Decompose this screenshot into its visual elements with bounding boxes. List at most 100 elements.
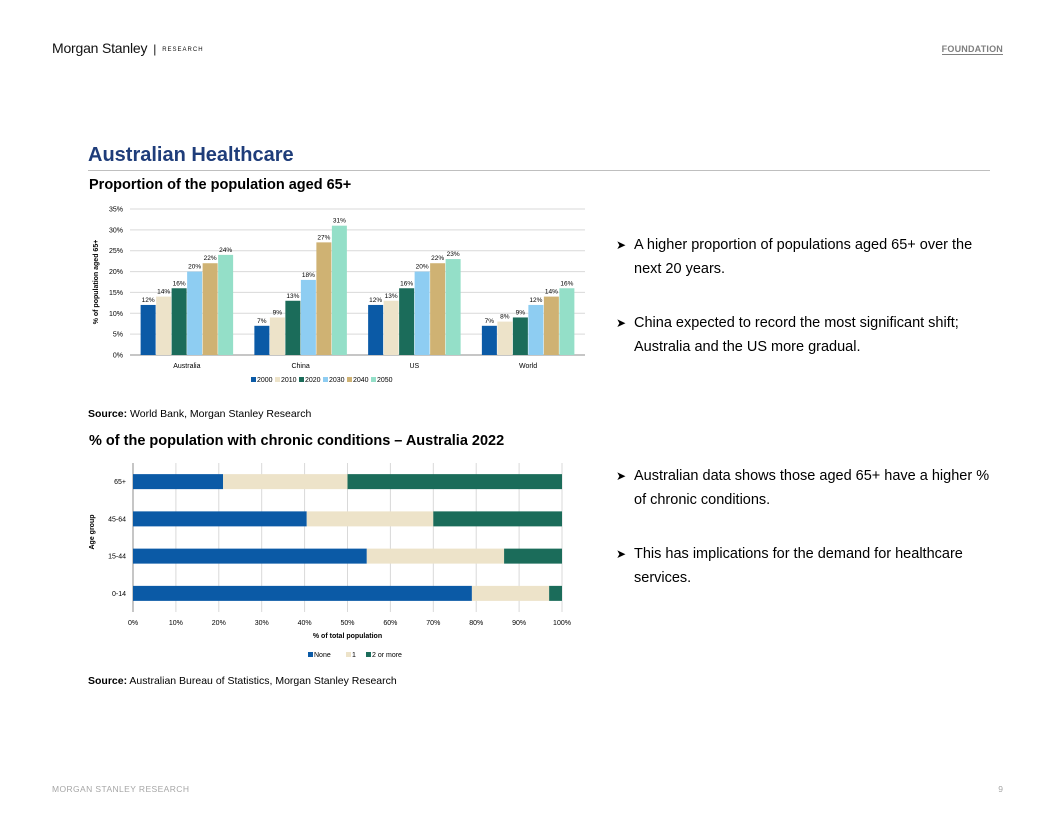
data-label: 16% bbox=[400, 280, 413, 287]
bullet-text: Australian data shows those aged 65+ hav… bbox=[634, 468, 990, 508]
data-label: 24% bbox=[219, 247, 232, 254]
legend-label: 1 bbox=[352, 652, 356, 659]
data-label: 16% bbox=[560, 280, 573, 287]
data-label: 12% bbox=[369, 297, 382, 304]
bullet-text: A higher proportion of populations aged … bbox=[634, 237, 973, 277]
y-tick-label: 45-64 bbox=[108, 516, 126, 523]
data-label: 13% bbox=[286, 293, 299, 300]
bar-segment bbox=[366, 548, 505, 564]
bar bbox=[300, 279, 316, 355]
legend-swatch bbox=[323, 377, 328, 382]
legend-swatch bbox=[308, 652, 313, 657]
data-label: 14% bbox=[157, 289, 170, 296]
bar bbox=[171, 288, 187, 355]
bar bbox=[254, 325, 270, 355]
bullet-item: ➤ This has implications for the demand f… bbox=[616, 542, 996, 590]
data-label: 20% bbox=[188, 264, 201, 271]
y-tick-label: 35% bbox=[109, 207, 123, 214]
bar-segment bbox=[347, 474, 562, 490]
x-tick-label: 60% bbox=[383, 620, 397, 627]
chart2-source-label: Source: bbox=[88, 675, 128, 687]
x-tick-label: Australia bbox=[173, 363, 200, 370]
bar bbox=[445, 259, 461, 355]
data-label: 9% bbox=[516, 309, 526, 316]
x-tick-label: US bbox=[410, 363, 420, 370]
data-label: 7% bbox=[485, 318, 495, 325]
bar bbox=[481, 325, 497, 355]
legend-swatch bbox=[347, 377, 352, 382]
bar bbox=[202, 263, 218, 355]
chart2-source-text: Australian Bureau of Statistics, Morgan … bbox=[127, 675, 397, 687]
bar bbox=[399, 288, 415, 355]
legend-label: 2040 bbox=[353, 377, 369, 384]
chart2-source: Source: Australian Bureau of Statistics,… bbox=[88, 675, 397, 687]
legend-label: 2030 bbox=[329, 377, 345, 384]
x-tick-label: China bbox=[291, 363, 309, 370]
x-tick-label: 10% bbox=[169, 620, 183, 627]
bar bbox=[316, 242, 332, 355]
legend-label: 2050 bbox=[377, 377, 393, 384]
bar-segment bbox=[223, 474, 348, 490]
legend-label: 2 or more bbox=[372, 652, 402, 659]
legend-swatch bbox=[346, 652, 351, 657]
chart2-title: % of the population with chronic conditi… bbox=[89, 433, 505, 449]
legend-swatch bbox=[371, 377, 376, 382]
bar bbox=[140, 304, 156, 355]
y-tick-label: 15-44 bbox=[108, 554, 126, 561]
legend-swatch bbox=[299, 377, 304, 382]
data-label: 8% bbox=[500, 314, 510, 321]
bar bbox=[331, 225, 347, 355]
x-tick-label: 80% bbox=[469, 620, 483, 627]
x-tick-label: World bbox=[519, 363, 537, 370]
y-tick-label: 5% bbox=[113, 332, 123, 339]
bar bbox=[528, 304, 544, 355]
brand-separator: | bbox=[153, 42, 157, 56]
bar-segment bbox=[433, 511, 562, 527]
arrow-bullet-icon: ➤ bbox=[616, 316, 627, 330]
data-label: 13% bbox=[385, 293, 398, 300]
page-number: 9 bbox=[998, 784, 1003, 794]
y-tick-label: 0-14 bbox=[112, 591, 126, 598]
y-tick-label: 25% bbox=[109, 248, 123, 255]
y-axis-label: Age group bbox=[89, 515, 96, 550]
legend-swatch bbox=[366, 652, 371, 657]
y-tick-label: 65+ bbox=[114, 479, 126, 486]
x-tick-label: 0% bbox=[128, 620, 138, 627]
brand-logo: Morgan Stanley | RESEARCH bbox=[52, 40, 204, 56]
y-axis-label: % of population aged 65+ bbox=[93, 240, 100, 325]
x-tick-label: 40% bbox=[298, 620, 312, 627]
bullet-item: ➤ China expected to record the most sign… bbox=[616, 311, 996, 359]
chart1-title: Proportion of the population aged 65+ bbox=[89, 177, 352, 193]
y-tick-label: 0% bbox=[113, 353, 123, 360]
data-label: 9% bbox=[273, 309, 283, 316]
y-tick-label: 30% bbox=[109, 227, 123, 234]
bar bbox=[368, 304, 384, 355]
x-tick-label: 100% bbox=[553, 620, 571, 627]
legend-label: 2000 bbox=[257, 377, 273, 384]
data-label: 27% bbox=[317, 234, 330, 241]
data-label: 20% bbox=[416, 264, 429, 271]
bar bbox=[187, 271, 203, 355]
data-label: 22% bbox=[204, 255, 217, 262]
x-axis-label: % of total population bbox=[313, 633, 382, 640]
bar bbox=[156, 296, 172, 355]
y-tick-label: 20% bbox=[109, 269, 123, 276]
data-label: 14% bbox=[545, 289, 558, 296]
bar-segment bbox=[133, 548, 367, 564]
bar bbox=[285, 300, 301, 355]
data-label: 7% bbox=[257, 318, 267, 325]
brand-sub: RESEARCH bbox=[162, 47, 204, 53]
bullet-text: China expected to record the most signif… bbox=[634, 315, 959, 355]
bar bbox=[430, 263, 446, 355]
bar-segment bbox=[306, 511, 434, 527]
chart1-source: Source: World Bank, Morgan Stanley Resea… bbox=[88, 408, 311, 420]
section-tag: FOUNDATION bbox=[941, 44, 1003, 55]
brand-name: Morgan Stanley bbox=[52, 40, 148, 56]
bar-segment bbox=[504, 548, 562, 564]
data-label: 22% bbox=[431, 255, 444, 262]
bar bbox=[543, 296, 559, 355]
data-label: 12% bbox=[142, 297, 155, 304]
data-label: 12% bbox=[529, 297, 542, 304]
arrow-bullet-icon: ➤ bbox=[616, 469, 627, 483]
y-tick-label: 10% bbox=[109, 311, 123, 318]
